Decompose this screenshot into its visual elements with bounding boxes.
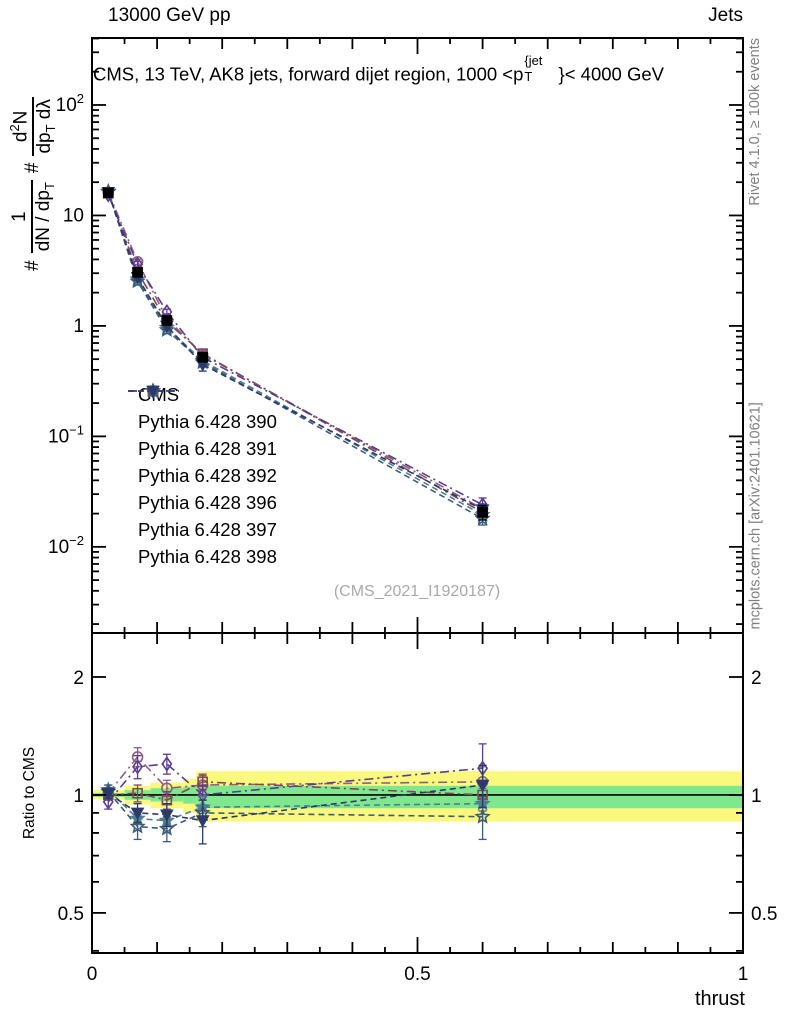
triangle-down-marker bbox=[130, 807, 145, 821]
legend-item: Pythia 6.428 397 bbox=[127, 382, 277, 543]
legend-item: Pythia 6.428 391 bbox=[127, 385, 277, 462]
analysis-id-watermark: (CMS_2021_I1920187) bbox=[333, 583, 501, 600]
legend-item: Pythia 6.428 392 bbox=[127, 383, 277, 489]
square-marker bbox=[132, 787, 143, 799]
triangle-down-marker bbox=[475, 779, 490, 793]
tick-label: 1 bbox=[73, 786, 84, 807]
legend-item: Pythia 6.428 390 bbox=[127, 385, 277, 435]
tick-label: 1 bbox=[738, 964, 749, 985]
cms-data-points bbox=[102, 187, 488, 521]
axis-ticks bbox=[91, 37, 744, 953]
legend: CMS Pythia 6.428 390 Pythia 6.428 391 Pythi… bbox=[127, 381, 277, 570]
analysis-group-label: Jets bbox=[708, 5, 743, 26]
legend-label: Pythia 6.428 397 bbox=[138, 518, 277, 540]
tick-label: 1 bbox=[73, 316, 84, 337]
tick-label: 10 bbox=[63, 205, 84, 226]
square-marker bbox=[161, 315, 173, 326]
ratio-uncertainty-bands bbox=[92, 771, 743, 822]
square-marker bbox=[102, 187, 114, 199]
tick-label: 10−2 bbox=[48, 533, 84, 558]
star-marker bbox=[129, 817, 146, 834]
square-marker bbox=[477, 507, 488, 518]
triangle-down-marker bbox=[101, 787, 116, 801]
y-axis-label: # 1 dN / dpT # d2N dpT dλ bbox=[7, 97, 59, 271]
plot-title-text: CMS, 13 TeV, AK8 jets, forward dijet reg… bbox=[93, 63, 524, 85]
tick-labels: 0 0.5 1 102 10 1 10−1 10−2 2 2 1 1 0.5 0.5 bbox=[48, 91, 777, 985]
tick-label: 2 bbox=[751, 668, 762, 689]
ratio-y-axis-label: Ratio to CMS bbox=[21, 746, 38, 840]
tick-label: 1 bbox=[751, 786, 762, 807]
ylabel-fraction-1: 1 dN / dpT bbox=[8, 180, 57, 254]
triangle-down-marker bbox=[146, 385, 160, 399]
pt-jet-supsub: {jet T bbox=[524, 52, 543, 85]
diamond-marker bbox=[102, 793, 114, 810]
x-axis-label: thrust bbox=[694, 988, 745, 1010]
diamond-marker bbox=[132, 758, 144, 775]
legend-label: Pythia 6.428 391 bbox=[138, 437, 277, 459]
legend-label: Pythia 6.428 396 bbox=[138, 491, 277, 513]
tick-label: 2 bbox=[73, 668, 84, 689]
legend-marker-sample bbox=[128, 385, 179, 399]
mcplots-arxiv-note: mcplots.cern.ch [arXiv:2401.10621] bbox=[747, 402, 764, 630]
star-marker bbox=[158, 820, 175, 836]
legend-label: Pythia 6.428 398 bbox=[138, 545, 277, 567]
rivet-version-note: Rivet 4.1.0, ≥ 100k events bbox=[747, 38, 763, 206]
diamond-marker bbox=[161, 756, 173, 772]
triangle-down-marker bbox=[160, 809, 174, 822]
triangle-down-marker bbox=[195, 815, 210, 828]
series-Pythia-6.428-398 bbox=[101, 187, 490, 845]
tick-label: 0.5 bbox=[58, 904, 84, 925]
star-marker bbox=[474, 808, 491, 824]
square-marker bbox=[197, 351, 208, 363]
band-inner bbox=[196, 785, 743, 809]
series-line bbox=[107, 192, 483, 511]
tick-label: 102 bbox=[56, 91, 84, 116]
tick-label: 0.5 bbox=[404, 964, 430, 985]
plot-title: CMS, 13 TeV, AK8 jets, forward dijet reg… bbox=[93, 52, 664, 85]
legend-item: Pythia 6.428 398 bbox=[127, 385, 277, 570]
series-line bbox=[107, 763, 483, 803]
tick-label: 0.5 bbox=[751, 904, 777, 925]
legend-label: Pythia 6.428 392 bbox=[138, 464, 277, 486]
tick-label: 0 bbox=[87, 964, 98, 985]
tick-label: 10−1 bbox=[48, 422, 84, 447]
ylabel-fraction-2: d2N dpT dλ bbox=[7, 97, 59, 156]
square-marker bbox=[132, 267, 143, 278]
legend-item: Pythia 6.428 396 bbox=[127, 382, 277, 516]
legend-label: Pythia 6.428 390 bbox=[138, 410, 277, 432]
beam-energy-label: 13000 GeV pp bbox=[108, 5, 231, 26]
